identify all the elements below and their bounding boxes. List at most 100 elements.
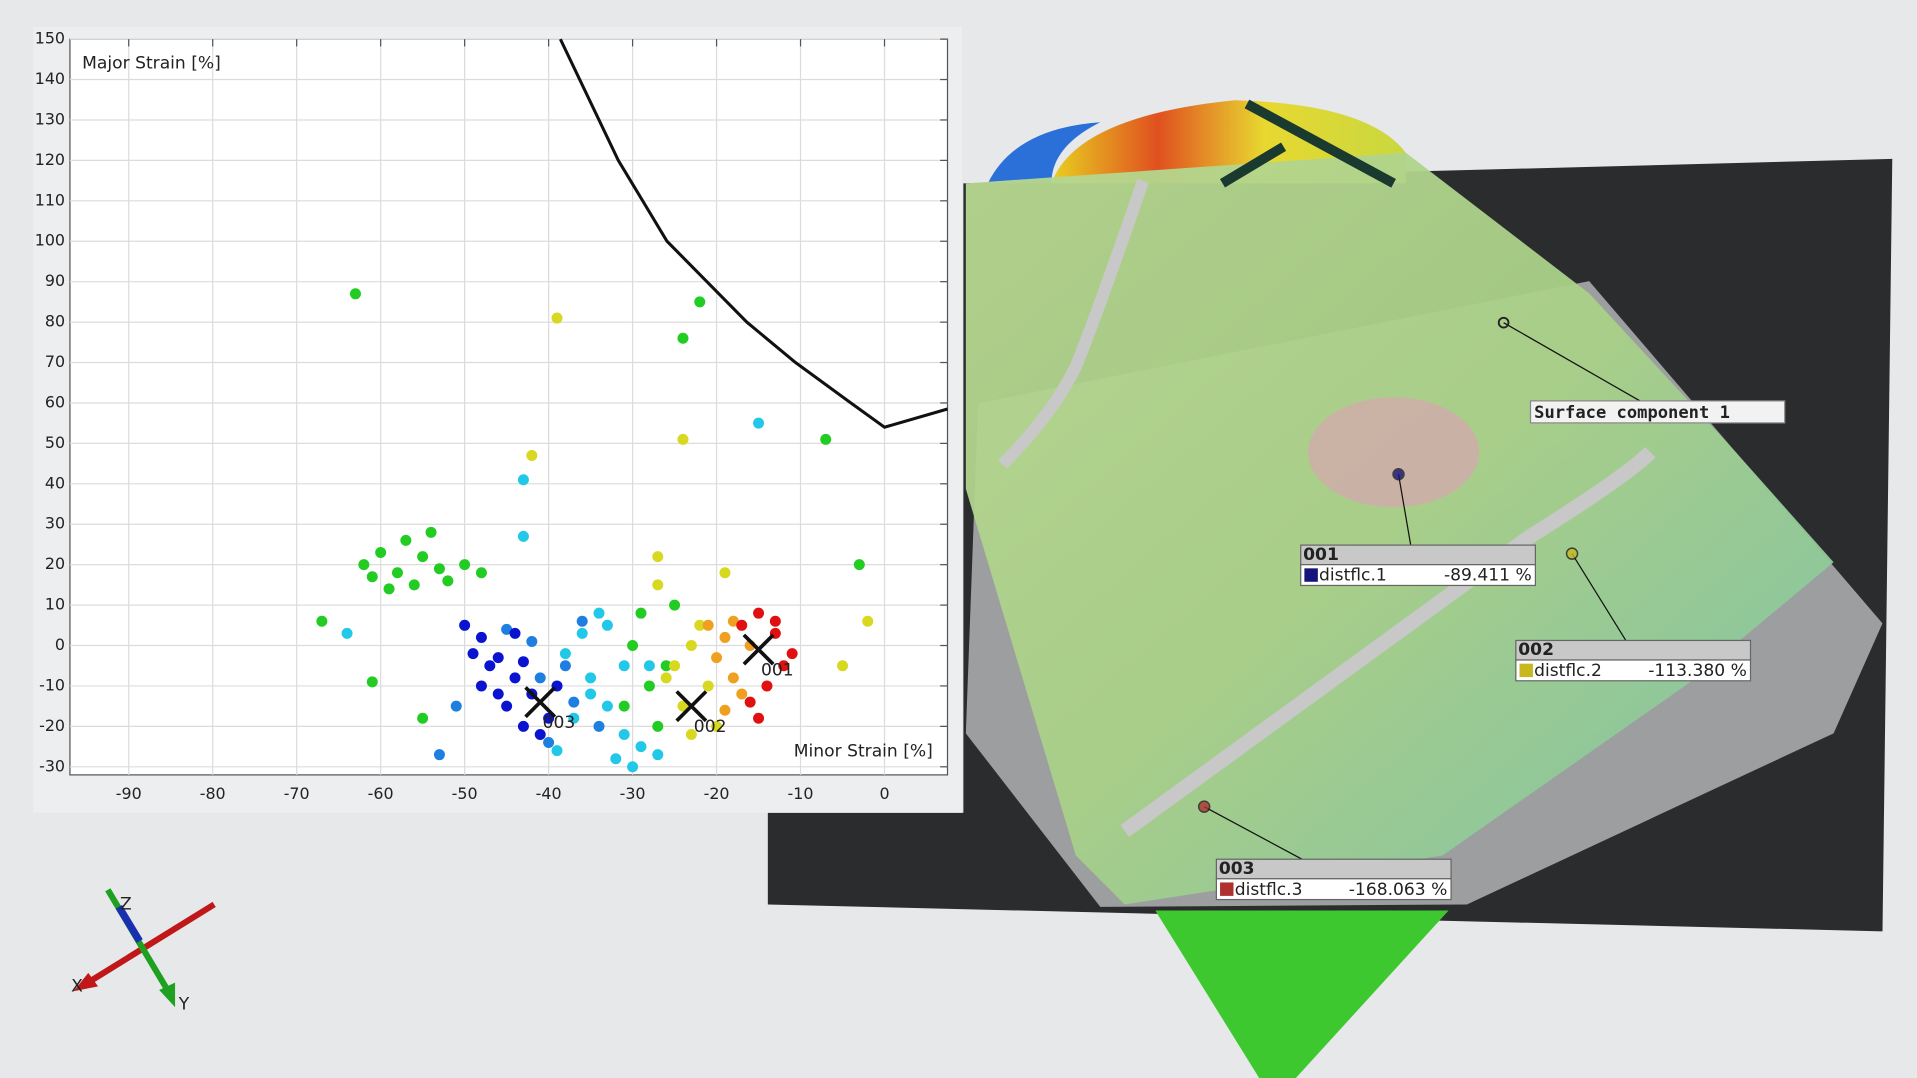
callout-id: 001 xyxy=(1303,545,1339,565)
point xyxy=(736,688,748,700)
point xyxy=(753,417,765,429)
point xyxy=(652,551,664,563)
y-tick-label: 20 xyxy=(45,554,65,573)
y-tick-label: 0 xyxy=(55,635,65,654)
leader-line xyxy=(1503,322,1645,404)
y-tick-label: 120 xyxy=(35,150,65,169)
x-tick-label: -10 xyxy=(788,784,814,803)
triad-x xyxy=(84,901,216,987)
y-tick-label: -30 xyxy=(39,756,65,775)
point xyxy=(719,704,731,716)
y-tick-label: 70 xyxy=(45,352,65,371)
x-tick-label: -50 xyxy=(452,784,478,803)
point xyxy=(576,627,588,639)
point xyxy=(568,712,580,724)
point xyxy=(618,728,630,740)
point xyxy=(694,296,706,308)
y-tick-label: 110 xyxy=(35,190,65,209)
point xyxy=(526,450,538,462)
point xyxy=(761,680,773,692)
point xyxy=(618,660,630,672)
triad-label: X xyxy=(71,976,83,996)
callout-swatch xyxy=(1519,663,1533,678)
x-tick-label: -90 xyxy=(116,784,142,803)
point xyxy=(744,696,756,708)
point xyxy=(711,652,723,664)
marker-label: 002 xyxy=(694,717,727,737)
y-tick-label: 90 xyxy=(45,271,65,290)
surface-band xyxy=(1219,99,1396,188)
point xyxy=(736,619,748,631)
y-tick-label: 40 xyxy=(45,473,65,492)
point xyxy=(559,648,571,660)
point xyxy=(517,474,529,486)
point xyxy=(618,700,630,712)
callout-body xyxy=(1300,564,1536,587)
point xyxy=(517,530,529,542)
point xyxy=(627,761,639,773)
marker-cross xyxy=(524,686,557,719)
point xyxy=(408,579,420,591)
point xyxy=(702,680,714,692)
leader-line xyxy=(1397,474,1412,546)
point xyxy=(635,741,647,753)
callout-body xyxy=(1515,659,1752,682)
axis-triad: Z X Y xyxy=(71,888,216,1015)
surface xyxy=(965,152,1834,905)
point xyxy=(685,728,697,740)
point xyxy=(526,635,538,647)
leader-line xyxy=(1203,806,1303,860)
triad-y-head xyxy=(159,982,176,1008)
point xyxy=(652,720,664,732)
x-tick-label: -70 xyxy=(284,784,310,803)
point xyxy=(677,332,689,344)
point xyxy=(417,551,429,563)
point xyxy=(576,615,588,627)
callout-id: 003 xyxy=(1219,859,1255,879)
point xyxy=(677,700,689,712)
point xyxy=(820,433,832,445)
point xyxy=(635,607,647,619)
point xyxy=(669,599,681,611)
point xyxy=(837,660,849,672)
surface-label: Surface component 1 xyxy=(1534,403,1730,423)
callout-value: -89.411 % xyxy=(1444,566,1532,586)
x-tick-label: 0 xyxy=(879,784,889,803)
point xyxy=(475,567,487,579)
point xyxy=(517,656,529,668)
point xyxy=(400,534,412,546)
x-tick-label: -80 xyxy=(200,784,226,803)
point xyxy=(753,607,765,619)
marker-cross xyxy=(675,690,708,723)
y-tick-label: 150 xyxy=(35,29,65,48)
point xyxy=(702,619,714,631)
y-tick-label: 80 xyxy=(45,312,65,331)
point xyxy=(669,660,681,672)
strain-hotspot xyxy=(1308,397,1480,508)
marker-label: 001 xyxy=(761,660,794,680)
point xyxy=(341,627,353,639)
y-tick-label: 140 xyxy=(35,69,65,88)
point xyxy=(433,563,445,575)
point xyxy=(593,607,605,619)
scene-view[interactable] xyxy=(767,99,1893,1078)
y-tick-label: 30 xyxy=(45,514,65,533)
x-axis-label: Minor Strain [%] xyxy=(794,742,933,762)
point xyxy=(425,526,437,538)
y-tick-label: -10 xyxy=(39,675,65,694)
point xyxy=(694,619,706,631)
flc-curve xyxy=(558,38,948,429)
point xyxy=(551,312,563,324)
funnel xyxy=(1155,910,1449,1078)
point xyxy=(719,567,731,579)
point xyxy=(652,749,664,761)
x-tick-label: -40 xyxy=(536,784,562,803)
point xyxy=(660,660,672,672)
callout-value: -113.380 % xyxy=(1648,661,1747,681)
callout-name: distflc.1 xyxy=(1319,566,1387,586)
y-tick-label: 60 xyxy=(45,392,65,411)
point xyxy=(627,640,639,652)
point xyxy=(475,631,487,643)
